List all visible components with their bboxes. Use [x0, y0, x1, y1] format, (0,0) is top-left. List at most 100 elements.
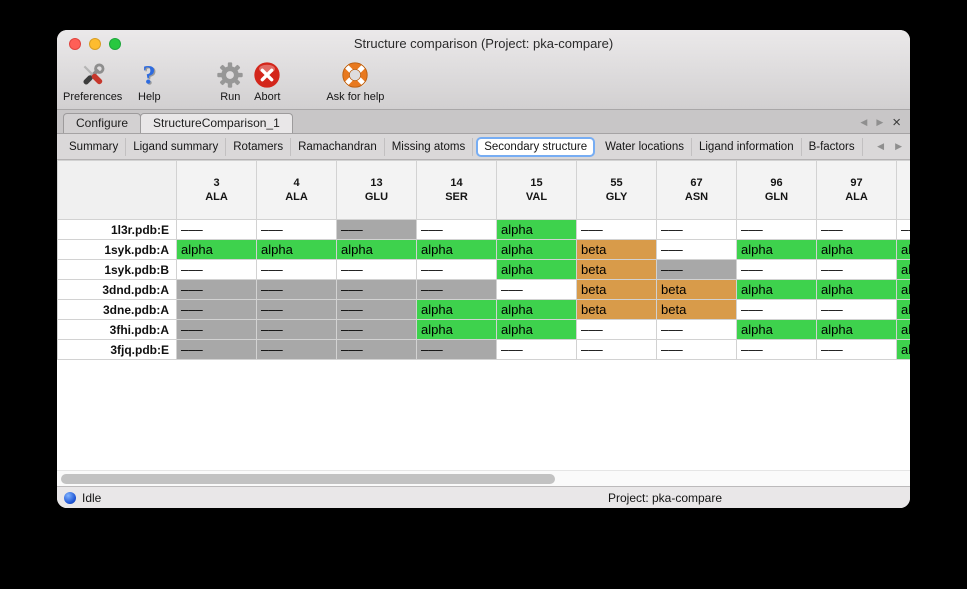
column-header[interactable]: 96 GLN — [736, 160, 817, 220]
subtab-secondary-structure[interactable]: Secondary structure — [476, 136, 596, 157]
structure-cell[interactable]: ––– — [736, 339, 817, 360]
structure-cell[interactable]: ––– — [416, 339, 497, 360]
structure-cell[interactable]: ––– — [256, 259, 337, 280]
structure-cell[interactable]: ––– — [176, 219, 257, 240]
structure-cell[interactable]: ––– — [416, 219, 497, 240]
tab-next-icon[interactable]: ▶ — [876, 116, 884, 127]
structure-cell[interactable]: beta — [576, 299, 657, 320]
structure-cell[interactable]: ––– — [416, 259, 497, 280]
subtab-water-locations[interactable]: Water locations — [598, 137, 692, 156]
structure-cell[interactable]: ––– — [256, 319, 337, 340]
structure-cell[interactable]: ––– — [176, 279, 257, 300]
structure-cell[interactable]: ––– — [176, 259, 257, 280]
structure-cell[interactable]: ––– — [576, 319, 657, 340]
column-header[interactable]: 4 ALA — [256, 160, 337, 220]
structure-cell[interactable]: ––– — [256, 279, 337, 300]
subtab-prev-icon[interactable]: ◀ — [877, 141, 885, 151]
row-header[interactable]: 1l3r.pdb:E — [57, 219, 177, 240]
structure-cell[interactable]: alpha — [176, 239, 257, 260]
column-header[interactable]: 67 ASN — [656, 160, 737, 220]
structure-cell[interactable]: alpha — [896, 339, 910, 360]
structure-cell[interactable]: ––– — [816, 339, 897, 360]
row-header[interactable]: 3dnd.pdb:A — [57, 279, 177, 300]
structure-cell[interactable]: ––– — [496, 339, 577, 360]
structure-cell[interactable]: ––– — [336, 259, 417, 280]
structure-cell[interactable]: alpha — [496, 219, 577, 240]
structure-cell[interactable]: ––– — [656, 319, 737, 340]
minimize-button[interactable] — [89, 38, 101, 50]
structure-cell[interactable]: alpha — [896, 259, 910, 280]
structure-cell[interactable]: ––– — [656, 219, 737, 240]
structure-cell[interactable]: ––– — [656, 259, 737, 280]
structure-cell[interactable]: ––– — [656, 339, 737, 360]
structure-cell[interactable]: alpha — [496, 299, 577, 320]
structure-cell[interactable]: ––– — [176, 339, 257, 360]
structure-cell[interactable]: alpha — [736, 319, 817, 340]
structure-cell[interactable]: alpha — [896, 319, 910, 340]
structure-cell[interactable]: ––– — [176, 299, 257, 320]
structure-cell[interactable]: ––– — [256, 219, 337, 240]
structure-cell[interactable]: alpha — [416, 319, 497, 340]
structure-cell[interactable]: alpha — [896, 239, 910, 260]
row-header[interactable]: 3fhi.pdb:A — [57, 319, 177, 340]
subtab-summary[interactable]: Summary — [62, 137, 127, 156]
column-header[interactable]: 13 GLU — [336, 160, 417, 220]
structure-cell[interactable]: ––– — [176, 319, 257, 340]
structure-cell[interactable]: ––– — [496, 279, 577, 300]
preferences-button[interactable]: Preferences — [63, 58, 122, 103]
structure-cell[interactable]: beta — [656, 299, 737, 320]
structure-cell[interactable]: alpha — [736, 239, 817, 260]
help-button[interactable]: ? ? Help — [134, 58, 164, 103]
structure-cell[interactable]: beta — [576, 259, 657, 280]
column-header[interactable]: 55 GLY — [576, 160, 657, 220]
structure-cell[interactable]: alpha — [336, 239, 417, 260]
structure-cell[interactable]: alpha — [496, 319, 577, 340]
zoom-button[interactable] — [109, 38, 121, 50]
structure-cell[interactable]: alpha — [896, 299, 910, 320]
column-header[interactable]: 14 SER — [416, 160, 497, 220]
tab-prev-icon[interactable]: ◀ — [860, 116, 868, 127]
structure-cell[interactable]: beta — [576, 279, 657, 300]
structure-cell[interactable]: beta — [656, 279, 737, 300]
subtab-next-icon[interactable]: ▶ — [895, 141, 902, 151]
structure-cell[interactable]: ––– — [336, 319, 417, 340]
subtab-missing-atoms[interactable]: Missing atoms — [385, 137, 474, 156]
structure-cell[interactable]: ––– — [816, 259, 897, 280]
structure-cell[interactable]: alpha — [896, 279, 910, 300]
structure-cell[interactable]: ––– — [416, 279, 497, 300]
structure-cell[interactable]: alpha — [816, 279, 897, 300]
structure-cell[interactable]: ––– — [656, 239, 737, 260]
horizontal-scrollbar-thumb[interactable] — [61, 474, 555, 484]
structure-cell[interactable]: ––– — [336, 339, 417, 360]
structure-cell[interactable]: alpha — [496, 259, 577, 280]
structure-cell[interactable]: ––– — [336, 219, 417, 240]
structure-cell[interactable]: ––– — [576, 339, 657, 360]
structure-cell[interactable]: ––– — [816, 299, 897, 320]
structure-cell[interactable]: alpha — [416, 299, 497, 320]
abort-button[interactable]: Abort — [252, 58, 282, 103]
subtab-ligand-summary[interactable]: Ligand summary — [126, 137, 227, 156]
structure-cell[interactable]: alpha — [816, 319, 897, 340]
structure-cell[interactable]: alpha — [256, 239, 337, 260]
structure-cell[interactable]: ––– — [336, 279, 417, 300]
structure-cell[interactable]: alpha — [416, 239, 497, 260]
close-button[interactable] — [69, 38, 81, 50]
structure-cell[interactable]: alpha — [736, 279, 817, 300]
subtab-ligand-information[interactable]: Ligand information — [692, 137, 802, 156]
column-header[interactable]: 15 VAL — [496, 160, 577, 220]
row-header[interactable]: 3dne.pdb:A — [57, 299, 177, 320]
structure-cell[interactable]: alpha — [496, 239, 577, 260]
structure-cell[interactable]: ––– — [336, 299, 417, 320]
structure-cell[interactable]: ––– — [256, 299, 337, 320]
tab-configure[interactable]: Configure — [63, 113, 142, 133]
tab-structurecomparison-1[interactable]: StructureComparison_1 — [140, 113, 293, 133]
structure-cell[interactable]: ––– — [736, 219, 817, 240]
structure-cell[interactable]: alpha — [816, 239, 897, 260]
row-header[interactable]: 3fjq.pdb:E — [57, 339, 177, 360]
column-header[interactable]: 97 ALA — [816, 160, 897, 220]
structure-cell[interactable]: ––– — [576, 219, 657, 240]
structure-cell[interactable]: beta — [576, 239, 657, 260]
subtab-rotamers[interactable]: Rotamers — [226, 137, 292, 156]
tab-close-icon[interactable]: × — [892, 113, 901, 131]
structure-cell[interactable]: ––– — [896, 219, 910, 240]
